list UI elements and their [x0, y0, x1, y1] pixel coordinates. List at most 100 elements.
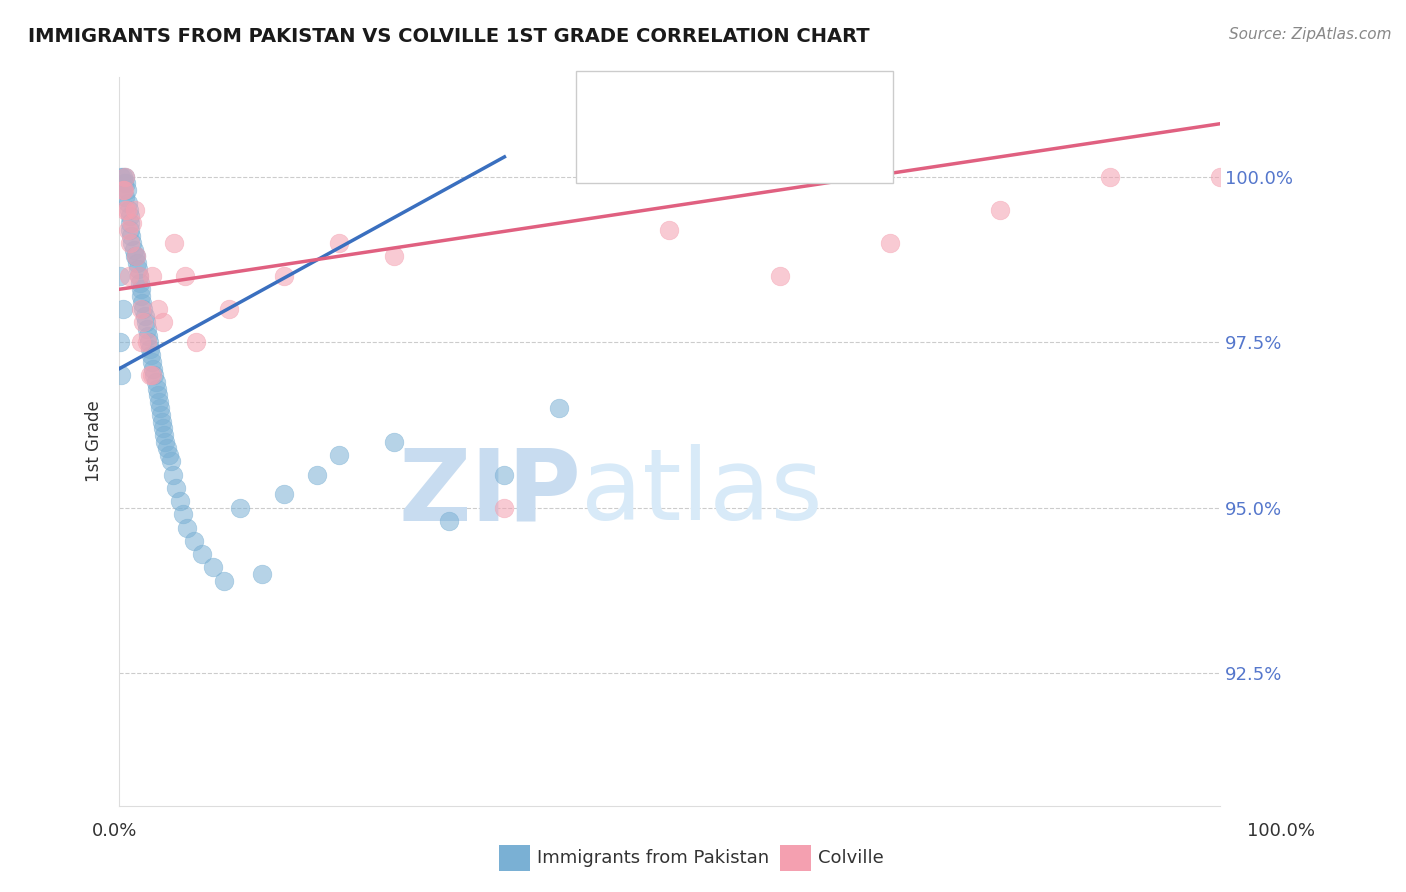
- Point: [112, 183, 135, 197]
- Point: [149, 401, 172, 416]
- Point: [146, 388, 169, 402]
- Point: [150, 408, 173, 422]
- Point: [166, 481, 188, 495]
- Text: ZIP: ZIP: [398, 444, 582, 541]
- Point: [169, 494, 191, 508]
- Y-axis label: 1st Grade: 1st Grade: [86, 401, 103, 483]
- Point: [155, 434, 177, 449]
- Point: [115, 177, 138, 191]
- Point: [191, 547, 214, 561]
- Point: [111, 183, 134, 197]
- Point: [132, 302, 155, 317]
- Point: [172, 508, 194, 522]
- Point: [121, 216, 143, 230]
- Point: [120, 229, 142, 244]
- Point: [118, 268, 141, 283]
- Point: [439, 514, 461, 528]
- Point: [128, 268, 150, 283]
- Point: [494, 467, 516, 482]
- Point: [384, 434, 406, 449]
- Point: [186, 335, 208, 350]
- Point: [150, 415, 173, 429]
- Point: [131, 295, 153, 310]
- Point: [138, 335, 160, 350]
- Point: [129, 282, 152, 296]
- Point: [122, 243, 145, 257]
- Point: [212, 574, 235, 588]
- Point: [143, 368, 166, 383]
- Point: [139, 342, 162, 356]
- Point: [120, 235, 142, 250]
- Point: [152, 315, 174, 329]
- Point: [120, 210, 142, 224]
- Point: [152, 421, 174, 435]
- Point: [1098, 169, 1121, 184]
- Point: [127, 262, 149, 277]
- Text: 0.0%: 0.0%: [91, 822, 136, 840]
- Point: [183, 533, 205, 548]
- Point: [494, 500, 516, 515]
- Point: [384, 249, 406, 263]
- Point: [120, 223, 142, 237]
- Point: [141, 355, 163, 369]
- Point: [145, 375, 167, 389]
- Text: R = 0.403: R = 0.403: [637, 145, 744, 163]
- Text: Immigrants from Pakistan: Immigrants from Pakistan: [537, 849, 769, 867]
- Point: [112, 177, 135, 191]
- Point: [141, 349, 163, 363]
- Point: [135, 322, 157, 336]
- Point: [114, 189, 136, 203]
- Point: [879, 235, 901, 250]
- Point: [135, 315, 157, 329]
- Point: [129, 335, 152, 350]
- Point: [125, 249, 148, 263]
- Point: [768, 268, 790, 283]
- Text: 100.0%: 100.0%: [1247, 822, 1315, 840]
- Point: [134, 309, 156, 323]
- Point: [163, 235, 186, 250]
- Point: [988, 202, 1011, 217]
- Point: [117, 196, 139, 211]
- Point: [115, 183, 138, 197]
- Point: [114, 202, 136, 217]
- Point: [128, 268, 150, 283]
- Point: [118, 202, 141, 217]
- Point: [110, 169, 132, 184]
- Point: [1209, 169, 1232, 184]
- Point: [155, 441, 177, 455]
- Text: R = 0.366: R = 0.366: [637, 89, 744, 108]
- Point: [115, 202, 138, 217]
- Point: [111, 302, 134, 317]
- Point: [160, 454, 183, 468]
- Point: [157, 448, 180, 462]
- Point: [142, 361, 165, 376]
- Text: N = 35: N = 35: [754, 145, 828, 163]
- Point: [136, 328, 159, 343]
- Point: [117, 223, 139, 237]
- Point: [548, 401, 571, 416]
- Point: [121, 235, 143, 250]
- Point: [110, 268, 132, 283]
- Point: [111, 169, 134, 184]
- Point: [273, 487, 295, 501]
- Point: [176, 520, 198, 534]
- Point: [141, 268, 163, 283]
- Point: [129, 289, 152, 303]
- Point: [124, 249, 146, 263]
- Point: [153, 428, 176, 442]
- Point: [201, 560, 224, 574]
- Point: [125, 249, 148, 263]
- Point: [141, 368, 163, 383]
- Point: [125, 256, 148, 270]
- Point: [111, 183, 134, 197]
- Point: [273, 268, 295, 283]
- Point: [658, 223, 681, 237]
- Point: [148, 394, 170, 409]
- Point: [132, 315, 155, 329]
- Point: [174, 268, 197, 283]
- Point: [162, 467, 184, 482]
- Point: [110, 335, 132, 350]
- Point: [120, 216, 142, 230]
- Point: [110, 368, 132, 383]
- Point: [307, 467, 329, 482]
